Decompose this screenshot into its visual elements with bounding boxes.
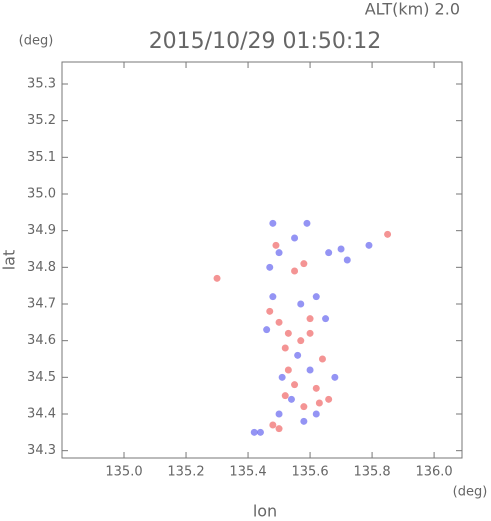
x-axis-label: lon [253, 502, 277, 521]
echo-point [325, 395, 333, 403]
y-tick-label: 34.7 [27, 297, 56, 312]
y-tick-label: 35.1 [27, 150, 56, 165]
echo-point [256, 428, 264, 436]
x-unit: (deg) [453, 485, 488, 500]
x-tick-label: 135.8 [353, 465, 390, 480]
y-tick-label: 35.2 [27, 113, 56, 128]
echo-point [337, 245, 345, 253]
echo-point [322, 315, 330, 323]
echo-point [278, 373, 286, 381]
y-tick-label: 34.9 [27, 223, 56, 238]
x-tick-label: 135.2 [167, 465, 204, 480]
echo-point [272, 241, 280, 249]
echo-point [303, 219, 311, 227]
y-tick-label: 34.5 [27, 370, 56, 385]
echo-point [384, 230, 392, 238]
echo-point [300, 403, 308, 411]
echo-point [306, 315, 314, 323]
echo-point [325, 249, 333, 257]
y-tick-label: 34.6 [27, 333, 56, 348]
echo-point [275, 249, 283, 257]
echo-point [300, 260, 308, 268]
echo-point [315, 399, 323, 407]
echo-point [266, 307, 274, 315]
echo-point [269, 293, 277, 301]
echo-point [281, 392, 289, 400]
echo-point [300, 417, 308, 425]
plot-frame [61, 61, 463, 459]
echo-point [291, 267, 299, 275]
echo-point [318, 355, 326, 363]
echo-point [312, 410, 320, 418]
echo-point [213, 274, 221, 282]
echo-point [250, 428, 258, 436]
echo-point [291, 381, 299, 389]
echo-point [294, 351, 302, 359]
y-tick-label: 35.0 [27, 187, 56, 202]
y-tick-label: 35.3 [27, 77, 56, 92]
y-axis-label: lat [0, 250, 19, 271]
echo-point [275, 410, 283, 418]
echo-point [306, 366, 314, 374]
chart-title: 2015/10/29 01:50:12 [149, 29, 382, 54]
echo-point [312, 293, 320, 301]
echo-point [275, 425, 283, 433]
echo-point [312, 384, 320, 392]
y-tick-label: 34.8 [27, 260, 56, 275]
x-tick-label: 135.0 [105, 465, 142, 480]
echo-point [297, 300, 305, 308]
echo-point [269, 219, 277, 227]
echo-point [284, 329, 292, 337]
echo-point [266, 263, 274, 271]
echo-point [284, 366, 292, 374]
echo-point [281, 344, 289, 352]
x-tick-label: 135.4 [229, 465, 266, 480]
echo-point [263, 326, 271, 334]
echo-point [306, 329, 314, 337]
echo-point [291, 234, 299, 242]
echo-point [287, 395, 295, 403]
echo-point [343, 256, 351, 264]
echo-point [297, 337, 305, 345]
altitude-label: ALT(km) 2.0 [365, 0, 460, 19]
echo-point [331, 373, 339, 381]
x-tick-label: 135.6 [291, 465, 328, 480]
y-tick-label: 34.3 [27, 443, 56, 458]
y-unit: (deg) [19, 34, 54, 49]
echo-point [365, 241, 373, 249]
echo-point [269, 421, 277, 429]
y-tick-label: 34.4 [27, 407, 56, 422]
x-tick-label: 136.0 [415, 465, 452, 480]
echo-point [275, 318, 283, 326]
